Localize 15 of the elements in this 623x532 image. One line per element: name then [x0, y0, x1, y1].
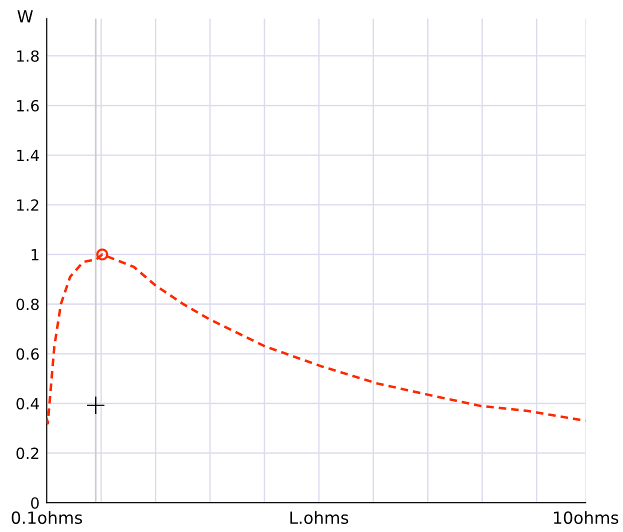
- y-tick-label: 1.4: [17, 150, 39, 161]
- y-tick-label: 1.8: [17, 50, 39, 62]
- y-tick-label: 0.2: [16, 448, 38, 460]
- y-tick-label: 0.4: [16, 398, 39, 410]
- y-tick-label: 0.6: [16, 348, 39, 360]
- y-tick-label: 1: [32, 249, 38, 260]
- x-tick-label: 0.1ohms: [12, 511, 82, 524]
- y-tick-label: 1.2: [17, 199, 38, 211]
- y-axis-title: W: [17, 10, 33, 22]
- y-tick-label: 1.6: [17, 100, 39, 112]
- y-tick-label: 0.8: [16, 298, 39, 310]
- annotation: +: [87, 396, 104, 414]
- x-tick-label: L.ohms: [290, 511, 348, 524]
- y-tick-label: 0: [31, 497, 39, 509]
- x-tick-label: 10ohms: [554, 511, 618, 524]
